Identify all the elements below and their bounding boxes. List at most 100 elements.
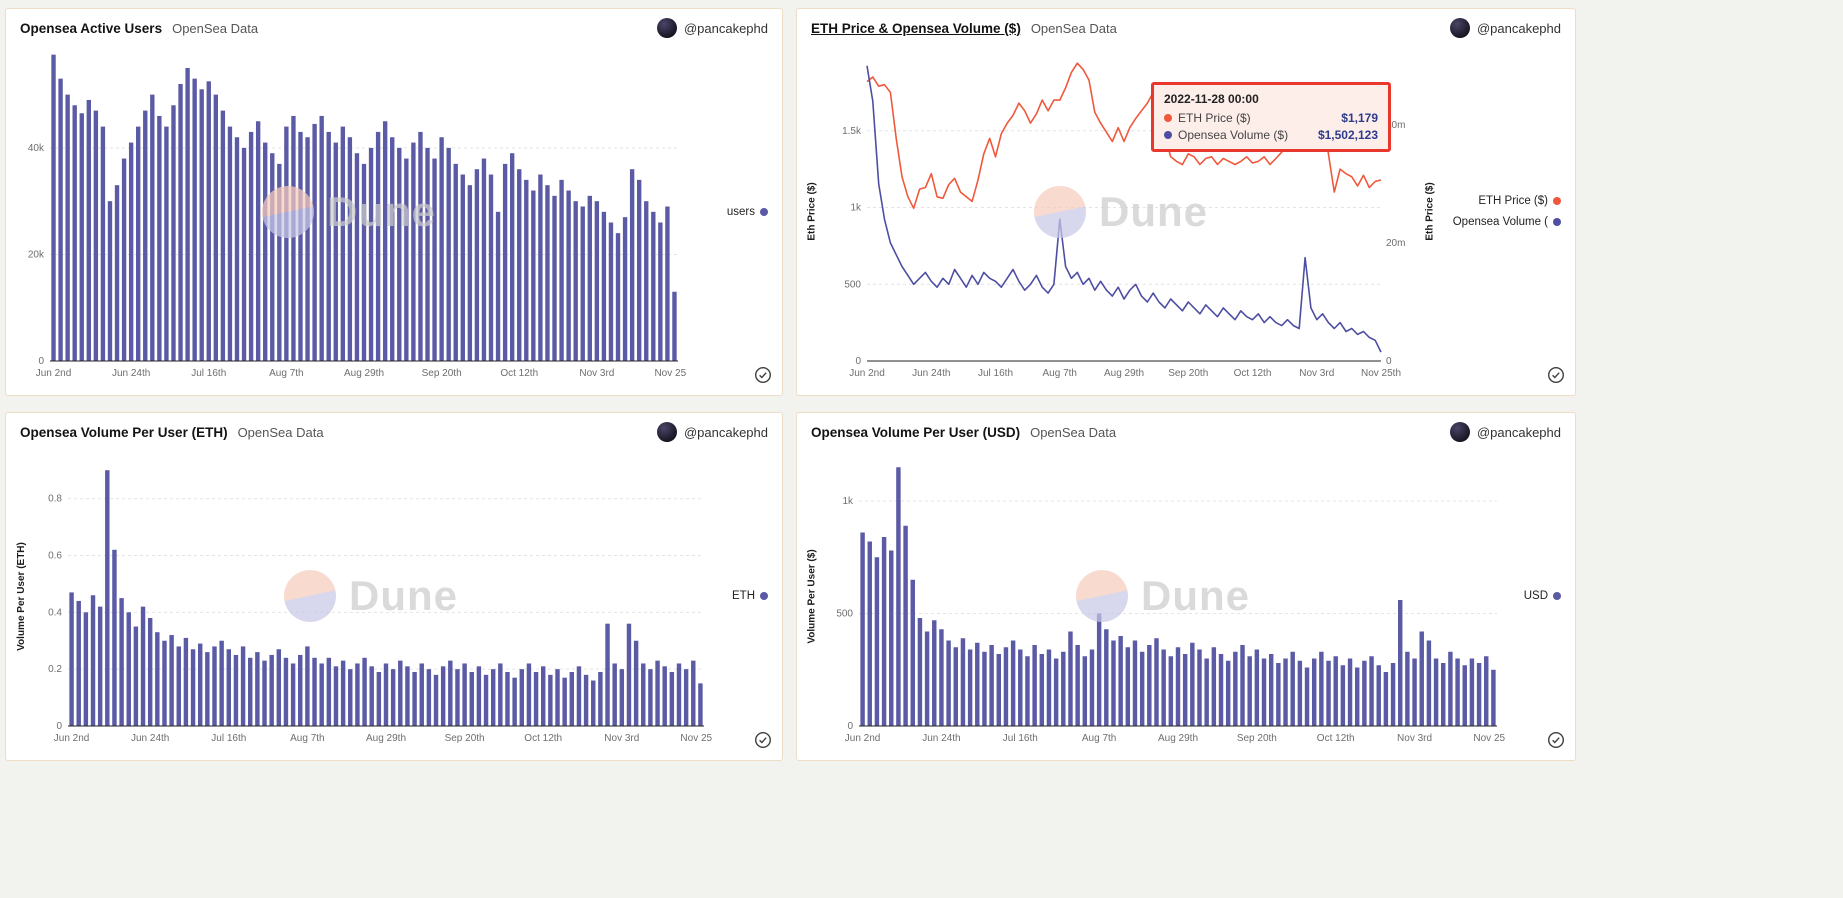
author-avatar [656, 18, 677, 38]
author-handle: @pancakephd [1476, 20, 1561, 36]
svg-text:Jul 16th: Jul 16th [1003, 733, 1038, 744]
chart-title: Opensea Volume Per User (ETH) [20, 424, 228, 440]
line-chart-eth-price-volume[interactable]: 0 500 1k 1.5k 0 20m 40m Jun 2nd Jun 24th Jul 16th… [821, 42, 1421, 381]
svg-text:20m: 20m [1386, 238, 1405, 249]
chart-body: Eth Price ($) 0 500 1k 1.5k 0 20m 40m Jun 2nd Ju… [797, 40, 1575, 395]
svg-text:40k: 40k [28, 143, 45, 154]
legend-item-eth[interactable]: ETH [714, 590, 768, 602]
legend-item-opensea-volume[interactable]: Opensea Volume ( [1441, 216, 1561, 228]
author-chip[interactable]: @pancakephd [1449, 18, 1561, 38]
chart-legend: users [686, 42, 778, 381]
svg-text:Jun 2nd: Jun 2nd [845, 733, 881, 744]
legend-item-eth-price[interactable]: ETH Price ($) [1441, 195, 1561, 207]
svg-text:1.5k: 1.5k [842, 126, 862, 137]
svg-text:Jun 24th: Jun 24th [131, 733, 169, 744]
svg-text:Nov 25th: Nov 25th [1361, 368, 1401, 379]
chart-subtitle: OpenSea Data [237, 424, 324, 440]
panel-header: Opensea Active Users OpenSea Data @panca… [6, 9, 782, 40]
chart-body: 0 20k 40k Jun 2nd Jun 24th Jul 16th Aug 7th Aug… [6, 40, 782, 395]
svg-text:Nov 3rd: Nov 3rd [1397, 733, 1432, 744]
svg-text:Nov 3rd: Nov 3rd [604, 733, 639, 744]
svg-text:Aug 7th: Aug 7th [290, 733, 324, 744]
query-success-icon [1547, 366, 1565, 389]
panel-active-users: Opensea Active Users OpenSea Data @panca… [5, 8, 783, 396]
legend-dot [1553, 592, 1561, 600]
legend-dot [1553, 218, 1561, 226]
query-success-icon [754, 731, 772, 754]
svg-text:Aug 7th: Aug 7th [1043, 368, 1077, 379]
svg-text:Oct 12th: Oct 12th [524, 733, 562, 744]
svg-text:0.2: 0.2 [48, 664, 62, 675]
legend-label: ETH Price ($) [1478, 195, 1548, 207]
legend-label: users [726, 205, 755, 218]
legend-dot [760, 592, 768, 600]
author-avatar [1449, 18, 1470, 38]
panel-header: Opensea Volume Per User (USD) OpenSea Da… [797, 413, 1575, 444]
svg-text:0: 0 [1386, 356, 1392, 367]
bar-chart-volume-per-user-usd[interactable]: 0 500 1k Jun 2nd Jun 24th Jul 16th Aug 7th Aug … [821, 446, 1505, 746]
legend-item-usd[interactable]: USD [1507, 590, 1561, 602]
svg-text:Aug 29th: Aug 29th [366, 733, 406, 744]
author-avatar [656, 422, 677, 442]
chart-title[interactable]: ETH Price & Opensea Volume ($) [811, 20, 1021, 36]
svg-text:0.4: 0.4 [48, 607, 62, 618]
panel-eth-price-volume: ETH Price & Opensea Volume ($) OpenSea D… [796, 8, 1576, 396]
tooltip-label: Opensea Volume ($) [1178, 128, 1289, 142]
chart-body: Volume Per User (ETH) 0 0.2 0.4 0.6 0.8 Jun 2… [6, 444, 782, 760]
svg-text:Sep 20th: Sep 20th [445, 733, 485, 744]
svg-text:0.6: 0.6 [48, 550, 62, 561]
legend-dot [1553, 197, 1561, 205]
chart-tooltip: 2022-11-28 00:00 ETH Price ($) $1,179 Op… [1151, 82, 1391, 152]
panel-header: ETH Price & Opensea Volume ($) OpenSea D… [797, 9, 1575, 40]
svg-text:Jul 16th: Jul 16th [978, 368, 1013, 379]
panel-volume-per-user-eth: Opensea Volume Per User (ETH) OpenSea Da… [5, 412, 783, 761]
author-avatar [1449, 422, 1470, 442]
plot-area: 0 0.2 0.4 0.6 0.8 Jun 2nd Jun 24th Jul 16th Aug … [30, 446, 712, 746]
svg-text:Jun 2nd: Jun 2nd [36, 368, 72, 379]
tooltip-label: ETH Price ($) [1178, 111, 1251, 125]
tooltip-value: $1,179 [1341, 111, 1378, 125]
author-handle: @pancakephd [1476, 424, 1561, 440]
tooltip-row-eth-price: ETH Price ($) $1,179 [1164, 111, 1378, 125]
chart-legend: ETH [712, 446, 778, 746]
query-success-icon [1547, 731, 1565, 754]
svg-text:0: 0 [56, 721, 62, 732]
svg-text:Sep 20th: Sep 20th [422, 368, 462, 379]
plot-area: 0 500 1k Jun 2nd Jun 24th Jul 16th Aug 7th Aug … [821, 446, 1505, 746]
svg-text:Nov 3rd: Nov 3rd [579, 368, 614, 379]
legend-dot [760, 207, 768, 216]
svg-text:Nov 25th: Nov 25th [1473, 733, 1505, 744]
svg-text:Jun 24th: Jun 24th [912, 368, 950, 379]
svg-text:Jul 16th: Jul 16th [211, 733, 246, 744]
svg-text:1k: 1k [842, 496, 854, 507]
svg-text:Nov 25th: Nov 25th [654, 368, 686, 379]
svg-text:0: 0 [847, 721, 853, 732]
author-chip[interactable]: @pancakephd [656, 422, 768, 442]
chart-title: Opensea Active Users [20, 20, 163, 36]
chart-subtitle: OpenSea Data [1030, 20, 1117, 36]
svg-text:Jul 16th: Jul 16th [191, 368, 226, 379]
bar-chart-volume-per-user-eth[interactable]: 0 0.2 0.4 0.6 0.8 Jun 2nd Jun 24th Jul 16th Aug … [30, 446, 712, 746]
legend-label: ETH [732, 590, 755, 602]
chart-legend: ETH Price ($) Opensea Volume ( [1439, 42, 1571, 381]
svg-text:40m: 40m [1386, 120, 1405, 131]
svg-text:500: 500 [844, 279, 861, 290]
svg-text:Aug 29th: Aug 29th [1104, 368, 1144, 379]
right-axis-label: Eth Price ($) [1424, 182, 1436, 241]
svg-text:Oct 12th: Oct 12th [500, 368, 538, 379]
author-chip[interactable]: @pancakephd [656, 18, 768, 38]
svg-text:Aug 29th: Aug 29th [1158, 733, 1198, 744]
author-chip[interactable]: @pancakephd [1449, 422, 1561, 442]
svg-text:Nov 3rd: Nov 3rd [1299, 368, 1334, 379]
chart-legend: USD [1505, 446, 1571, 746]
legend-item-users[interactable]: users [688, 206, 768, 218]
svg-text:0: 0 [855, 356, 861, 367]
svg-text:Oct 12th: Oct 12th [1234, 368, 1272, 379]
query-success-icon [754, 366, 772, 389]
tooltip-date: 2022-11-28 00:00 [1164, 92, 1259, 106]
chart-subtitle: OpenSea Data [172, 20, 259, 36]
bar-chart-active-users[interactable]: 0 20k 40k Jun 2nd Jun 24th Jul 16th Aug 7th Aug… [12, 42, 686, 381]
plot-area: 0 500 1k 1.5k 0 20m 40m Jun 2nd Jun 24th Jul 16th… [821, 42, 1421, 381]
left-axis-label: Volume Per User (ETH) [15, 541, 27, 651]
svg-text:Jun 24th: Jun 24th [112, 368, 150, 379]
